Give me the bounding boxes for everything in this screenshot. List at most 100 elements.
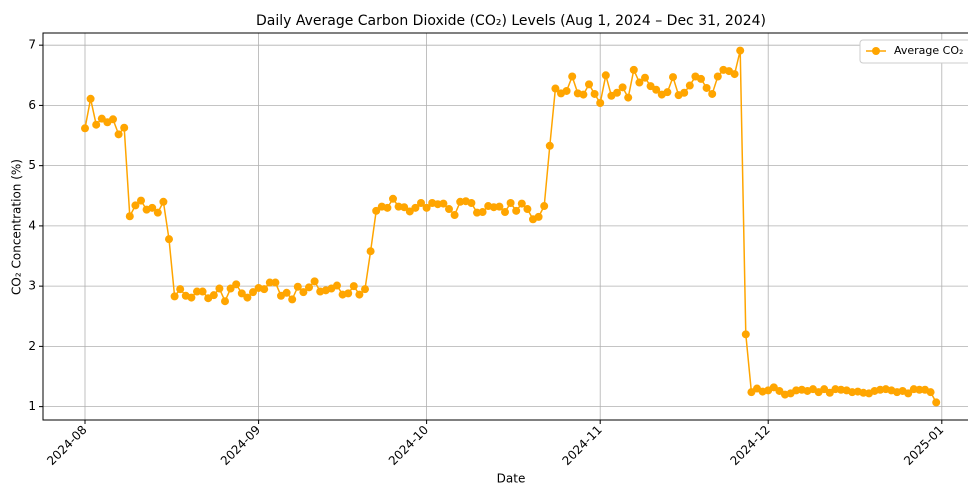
data-point — [221, 297, 229, 306]
data-point — [523, 205, 532, 214]
data-point — [551, 84, 560, 93]
data-point — [176, 285, 185, 294]
data-point — [568, 72, 577, 81]
data-point — [288, 295, 297, 304]
data-point — [534, 212, 543, 221]
data-point — [237, 289, 246, 298]
data-point — [109, 115, 117, 124]
x-tick-label: 2025-01 — [901, 423, 946, 468]
data-point — [148, 203, 157, 212]
data-point — [349, 282, 358, 291]
data-point — [641, 73, 649, 82]
data-point — [243, 293, 252, 302]
data-point — [310, 277, 319, 286]
data-point — [669, 73, 677, 82]
legend-label: Average CO₂ — [894, 44, 963, 57]
data-point — [736, 46, 745, 55]
data-point — [282, 288, 291, 297]
data-line — [84, 50, 937, 403]
data-point — [545, 141, 554, 150]
legend: Average CO₂ — [859, 39, 968, 64]
data-point — [299, 288, 308, 297]
data-point — [170, 292, 179, 301]
data-point — [596, 99, 605, 108]
data-point — [601, 71, 610, 80]
x-tick-label: 2024-08 — [44, 423, 89, 468]
data-point — [265, 278, 274, 287]
data-point — [904, 389, 913, 398]
data-point — [366, 247, 375, 256]
y-tick-label: 4 — [28, 218, 36, 232]
data-point — [590, 89, 599, 98]
data-point — [92, 120, 101, 129]
y-tick-label: 6 — [28, 98, 36, 112]
x-tick-label: 2024-12 — [727, 423, 772, 468]
y-axis-label: CO₂ Concentration (%) — [10, 159, 24, 295]
data-point — [685, 81, 694, 90]
x-tick-label: 2024-10 — [386, 423, 431, 468]
data-point — [305, 283, 313, 292]
data-point — [344, 289, 353, 298]
data-point — [422, 203, 431, 212]
data-point — [400, 203, 409, 212]
data-point — [708, 89, 717, 98]
data-point — [585, 80, 593, 89]
x-axis-label: Date — [497, 472, 526, 484]
data-point — [512, 206, 521, 215]
data-point — [635, 78, 644, 87]
data-point — [652, 85, 661, 94]
data-point — [137, 196, 145, 205]
data-point — [506, 199, 515, 208]
data-point — [271, 278, 280, 287]
data-point — [417, 199, 425, 208]
data-point — [215, 284, 224, 293]
data-point — [439, 199, 448, 208]
legend-box — [859, 39, 968, 64]
data-point — [333, 281, 341, 290]
data-point — [629, 65, 638, 74]
legend-marker — [872, 47, 880, 55]
data-point — [478, 208, 487, 217]
data-point — [562, 86, 571, 95]
data-point — [372, 206, 381, 215]
data-point — [915, 385, 924, 394]
data-point — [114, 130, 123, 139]
data-point — [226, 284, 235, 293]
y-tick-label: 1 — [28, 399, 36, 413]
data-point — [618, 83, 627, 92]
data-point — [159, 197, 168, 206]
y-tick-label: 3 — [28, 279, 36, 293]
data-point — [125, 212, 134, 221]
data-point — [702, 83, 711, 92]
data-point — [495, 202, 504, 211]
data-point — [383, 203, 392, 212]
data-point — [389, 194, 397, 203]
data-point — [81, 124, 89, 133]
data-point — [355, 290, 364, 299]
y-tick-label: 7 — [28, 38, 36, 52]
data-point — [467, 199, 476, 208]
data-point — [249, 288, 257, 297]
data-point — [131, 201, 140, 210]
data-point — [361, 285, 369, 294]
y-tick-label: 5 — [28, 158, 36, 172]
data-point — [713, 72, 722, 81]
data-point — [501, 208, 509, 217]
data-point — [697, 74, 705, 83]
data-point — [741, 330, 750, 339]
data-point — [680, 88, 689, 97]
data-point — [193, 287, 201, 296]
data-point — [165, 235, 173, 244]
data-point — [86, 94, 95, 103]
data-point — [260, 285, 269, 294]
data-point — [450, 211, 459, 220]
data-point — [445, 205, 453, 214]
data-point — [926, 388, 935, 397]
data-point — [579, 90, 588, 99]
data-point — [187, 293, 196, 302]
data-point — [517, 199, 526, 208]
plot-frame — [42, 32, 968, 421]
data-point — [540, 202, 549, 211]
data-point — [663, 88, 672, 97]
x-tick-label: 2024-11 — [559, 423, 604, 468]
